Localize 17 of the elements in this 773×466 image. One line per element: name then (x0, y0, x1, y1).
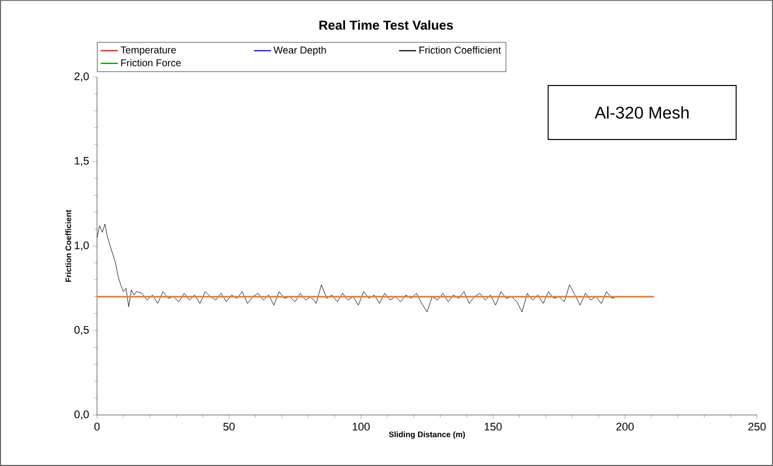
x-tick-label: 200 (616, 422, 634, 431)
annotation: Al-320 Mesh (594, 106, 689, 119)
y-tick-label: 1,0 (74, 241, 89, 251)
x-tick-label: 50 (223, 422, 235, 431)
x-tick-label: 0 (94, 422, 100, 431)
x-tick-label: 100 (352, 422, 370, 431)
legend-label: Friction Coefficient (419, 46, 501, 54)
y-tick-label: 1,5 (74, 157, 89, 166)
y-tick-label: 2,0 (74, 72, 89, 82)
x-tick-label: 150 (484, 422, 502, 431)
legend-label: Friction Force (121, 59, 181, 66)
legend-label: Wear Depth (274, 46, 326, 56)
y-tick-label: 0,5 (74, 326, 89, 336)
x-tick-label: 250 (748, 422, 766, 431)
legend-label: Temperature (120, 46, 176, 56)
y-tick-label: 0,0 (74, 410, 89, 420)
chart-title: Real Time Test Values (319, 20, 453, 30)
